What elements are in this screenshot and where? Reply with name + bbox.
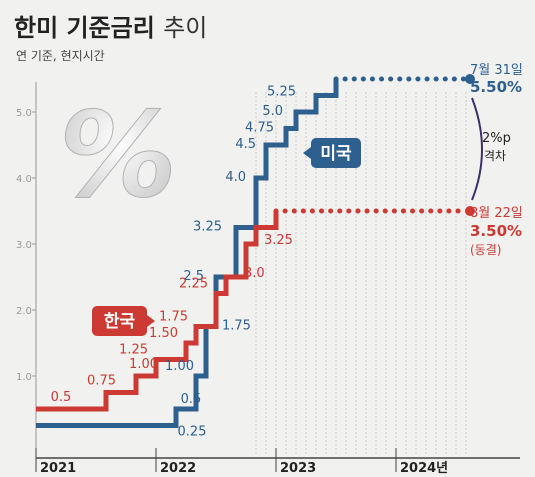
step-label: 4.0	[225, 170, 246, 185]
step-label: 0.5	[51, 390, 72, 405]
svg-text:한국: 한국	[104, 312, 136, 332]
chart-subtitle: 연 기준, 현지시간	[16, 49, 105, 63]
us-end-date: 7월 31일	[470, 63, 523, 78]
gap-bracket	[471, 97, 483, 201]
step-label: 1.75	[222, 319, 251, 334]
step-label: 1.00	[129, 357, 158, 372]
korea-end-value: 3.50%	[470, 222, 522, 240]
legend-tag-korea: 한국	[92, 306, 155, 336]
us-end-value: 5.50%	[470, 78, 522, 96]
y-tick-label: 4.0	[16, 174, 32, 185]
step-label: 2.25	[179, 277, 208, 292]
gap-label-sub: 격차	[484, 149, 506, 163]
step-label: 5.0	[262, 104, 283, 119]
y-tick-label: 2.0	[16, 306, 32, 317]
percent-icon: %	[59, 86, 177, 224]
korea-end-date: 8월 22일	[470, 206, 523, 221]
step-label: 0.75	[87, 374, 116, 389]
y-tick-label: 5.0	[16, 108, 32, 119]
svg-text:미국: 미국	[320, 144, 352, 164]
x-year-label: 2023	[280, 461, 316, 476]
x-year-label: 2021	[40, 461, 76, 476]
chart-title: 한미 기준금리 추이	[14, 14, 208, 42]
step-label: 3.25	[193, 220, 222, 235]
step-label: 2.5	[183, 269, 204, 284]
step-label: 4.5	[235, 137, 256, 152]
step-label: 1.25	[119, 343, 148, 358]
step-label: 4.75	[245, 121, 274, 136]
step-label: 3.0	[244, 266, 265, 281]
step-label: 1.75	[159, 310, 188, 325]
gap-label: 2%p	[482, 131, 511, 146]
step-label: 1.50	[149, 326, 178, 341]
step-label: 3.25	[264, 233, 293, 248]
x-year-label: 2022	[160, 461, 196, 476]
step-label: 1.00	[165, 359, 194, 374]
step-label: 0.25	[178, 425, 207, 440]
series-us-endpoint	[465, 74, 475, 84]
step-label: 5.25	[267, 85, 296, 100]
legend-tag-us: 미국	[303, 138, 361, 168]
x-year-label: 2024년	[400, 461, 448, 476]
step-label: 0.5	[181, 392, 202, 407]
korea-end-note: (동결)	[470, 243, 501, 257]
series-korea-line	[36, 211, 279, 412]
y-tick-label: 3.0	[16, 240, 32, 251]
series-korea-endpoint	[465, 206, 475, 216]
y-tick-label: 1.0	[16, 372, 32, 383]
